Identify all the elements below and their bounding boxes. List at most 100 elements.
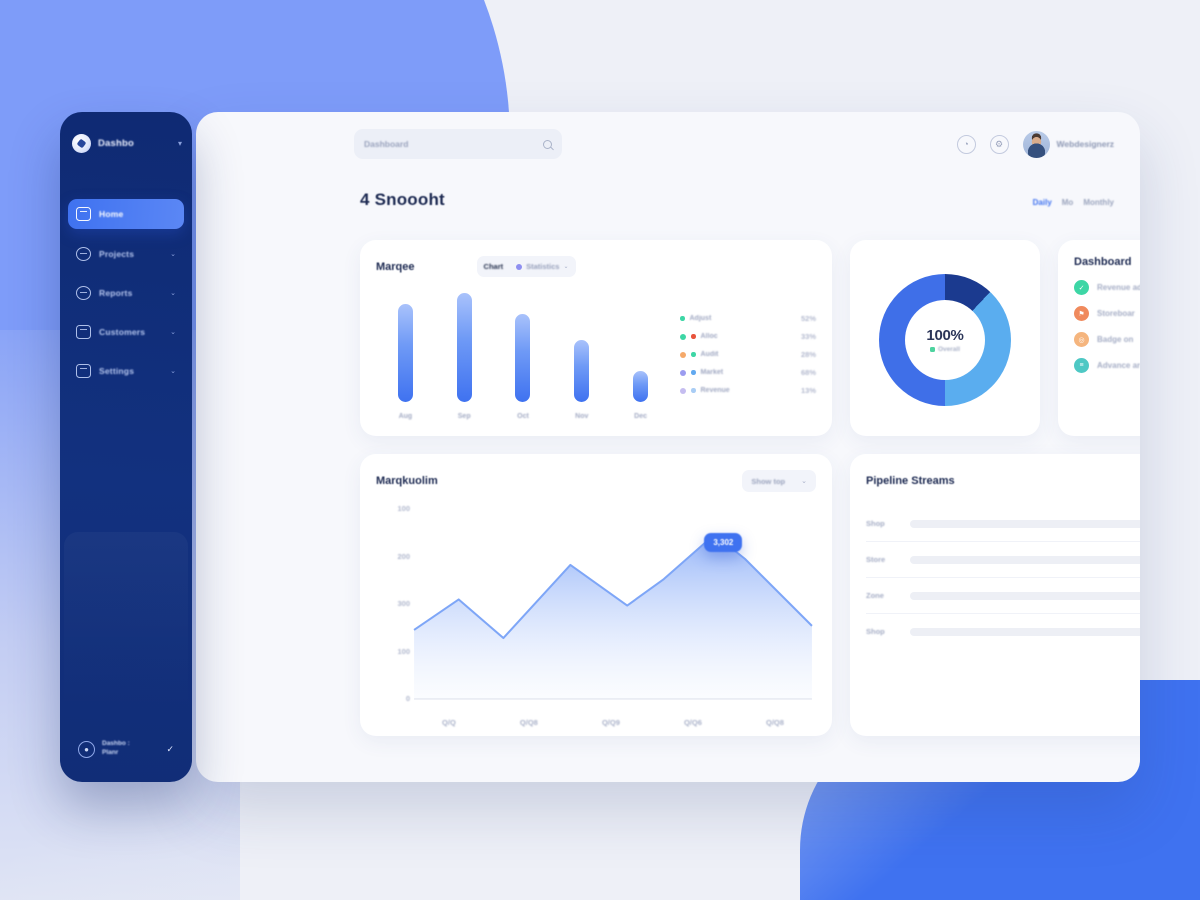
list-item[interactable]: ≡ Advance ar ›: [1074, 358, 1140, 373]
users-icon: [76, 325, 91, 339]
sidebar-brand[interactable]: Dashbo ▾: [60, 130, 192, 153]
y-tick: 100: [397, 504, 410, 513]
bar[interactable]: [515, 313, 531, 402]
user-circle-icon: ●: [78, 740, 95, 758]
user-menu[interactable]: Webdesignerz: [1022, 130, 1114, 158]
sidebar-item-projects[interactable]: Projects ⌄: [68, 240, 184, 268]
bar[interactable]: [633, 371, 649, 402]
sidebar-item-label: Customers: [99, 327, 146, 337]
segment-dot-icon: [516, 263, 523, 270]
chevron-down-icon[interactable]: ⌄: [170, 251, 176, 258]
x-tick: Q/Q8: [519, 718, 538, 727]
area-chart-svg: [413, 533, 813, 700]
legend-dot-secondary-icon: [691, 352, 696, 357]
legend-label: Adjust: [689, 315, 712, 322]
area-fill: [414, 534, 812, 699]
bar-column[interactable]: Dec: [633, 283, 649, 420]
segment-chart[interactable]: Chart: [484, 262, 504, 271]
search-input[interactable]: Dashboard: [364, 139, 409, 149]
list-item[interactable]: ✓ Revenue ad ›: [1074, 280, 1140, 295]
list-item-label: Storeboar: [1097, 309, 1135, 318]
bar-column[interactable]: Aug: [397, 283, 413, 420]
legend-row[interactable]: Alloc 33%: [680, 332, 816, 341]
sidebar-item-label: Projects: [99, 249, 135, 259]
bar-card-body: Aug Sep Oct Nov: [376, 283, 816, 424]
bar[interactable]: [456, 292, 472, 402]
progress-label: Shop: [866, 519, 885, 528]
check-badge-icon: ✓: [1074, 280, 1089, 295]
list-item[interactable]: ◎ Badge on ›: [1074, 332, 1140, 347]
progress-card-header: Pipeline Streams Revenue ⇅: [866, 470, 1140, 492]
legend-value: 68%: [800, 368, 816, 377]
chevron-down-icon[interactable]: ⌄: [170, 290, 176, 297]
app-window: Dashboard ◔ ⚙ Webdesignerz 4 Snoooht Dai…: [196, 112, 1140, 782]
segmented-control[interactable]: Chart Statistics ⌄: [476, 256, 576, 277]
sidebar-item-settings[interactable]: Settings ⌄: [68, 357, 184, 385]
legend-dot-icon: [680, 351, 686, 358]
sidebar-item-customers[interactable]: Customers ⌄: [68, 318, 184, 346]
sidebar-item-reports[interactable]: Reports ⌄: [68, 279, 184, 307]
settings-icon[interactable]: ⚙: [989, 134, 1009, 154]
sidebar-item-label: Settings: [99, 366, 135, 376]
list-item-label: Badge on: [1097, 335, 1134, 344]
legend-row[interactable]: Adjust 52%: [680, 314, 816, 323]
progress-track[interactable]: [910, 555, 1140, 564]
search-box[interactable]: Dashboard: [354, 129, 562, 159]
list-item-label: Advance ar: [1097, 361, 1140, 370]
legend-row[interactable]: Market 68%: [680, 368, 816, 377]
progress-row[interactable]: Zone 900 250: [866, 578, 1140, 614]
user-name: Webdesignerz: [1056, 139, 1114, 149]
gear-icon: [76, 364, 91, 378]
bar[interactable]: [397, 304, 413, 402]
legend-label: Audit: [700, 351, 719, 358]
sidebar-watermark: [64, 532, 188, 712]
progress-track[interactable]: [910, 591, 1140, 600]
progress-track[interactable]: [910, 627, 1140, 636]
segment-statistics[interactable]: Statistics ⌄: [516, 262, 569, 271]
legend-dot-icon: [680, 369, 686, 376]
bar-column[interactable]: Oct: [515, 283, 531, 420]
legend-row[interactable]: Revenue 13%: [680, 386, 816, 395]
chart-tooltip: 3,302: [704, 532, 743, 552]
chevron-down-icon[interactable]: ⌄: [170, 329, 176, 336]
history-icon[interactable]: ◔: [956, 134, 976, 154]
check-icon[interactable]: ✓: [166, 743, 174, 754]
legend-label: Market: [700, 369, 724, 376]
progress-label: Store: [866, 555, 886, 564]
sidebar-item-home[interactable]: Home: [68, 199, 184, 229]
list-card-title: Dashboard: [1074, 256, 1132, 268]
chevron-down-icon[interactable]: ⌄: [170, 368, 176, 375]
area-card-title: Marqkuolim: [376, 475, 438, 487]
bar-column[interactable]: Nov: [574, 283, 590, 420]
area-range-dropdown[interactable]: Show top ⌄: [742, 470, 816, 492]
y-tick: 300: [397, 599, 410, 608]
progress-row[interactable]: Shop 1 400 500: [866, 506, 1140, 542]
legend-value: 28%: [800, 350, 816, 359]
tab-weekly[interactable]: Mo: [1061, 198, 1074, 207]
donut-chart-card: 100% Overall: [850, 240, 1040, 436]
progress-track[interactable]: [910, 519, 1140, 528]
layers-badge-icon: ≡: [1074, 358, 1089, 373]
bar-card-title: Marqee: [376, 260, 415, 273]
progress-card-title: Pipeline Streams: [866, 475, 955, 487]
dropdown-label: Show top: [751, 476, 786, 486]
legend-row[interactable]: Audit 28%: [680, 350, 816, 359]
chevron-down-icon[interactable]: ▾: [177, 139, 182, 148]
target-badge-icon: ◎: [1074, 332, 1089, 347]
area-chart-plot[interactable]: 3,302 Q/Q Q/Q8 Q/Q9 Q/Q6 Q/Q8: [410, 500, 816, 733]
bar[interactable]: [574, 340, 590, 402]
bar-column[interactable]: Sep: [456, 283, 472, 420]
donut-chart[interactable]: 100% Overall: [879, 274, 1011, 406]
overview-list-card: Dashboard ✓ Revenue ad › ⚑ Storeboar › ◎…: [1058, 240, 1140, 436]
legend-label: Revenue: [700, 387, 730, 394]
y-tick: 200: [397, 551, 410, 561]
progress-row[interactable]: Shop 3 580 500: [866, 614, 1140, 649]
progress-row[interactable]: Store 1 200 500: [866, 542, 1140, 578]
x-tick: Q/Q9: [601, 718, 620, 727]
list-item[interactable]: ⚑ Storeboar ›: [1074, 306, 1140, 321]
sidebar-nav: Home Projects ⌄ Reports ⌄ Customers ⌄ Se…: [60, 199, 192, 396]
legend-dot-icon: [680, 316, 685, 321]
tab-daily[interactable]: Daily: [1032, 198, 1052, 207]
tab-monthly[interactable]: Monthly: [1083, 198, 1114, 207]
sidebar-footer-account[interactable]: ● Dashbo : Planr ✓: [68, 732, 184, 766]
